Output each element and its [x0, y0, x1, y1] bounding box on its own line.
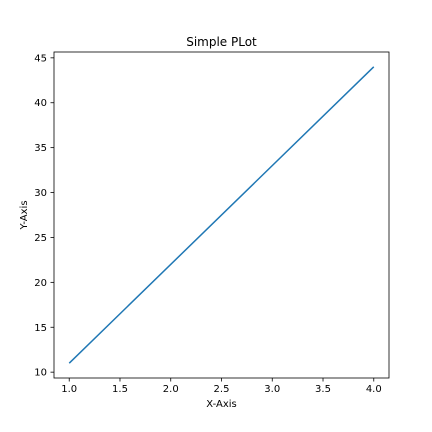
y-tick-label: 40: [34, 98, 47, 109]
y-tick-label: 25: [34, 233, 47, 244]
y-tick-label: 15: [34, 323, 47, 334]
y-axis-ticks: 10 15 20 25 30 35 40 45: [34, 53, 54, 379]
x-tick-label: 4.0: [366, 384, 382, 395]
y-tick-label: 45: [34, 53, 47, 64]
series-layer: [68, 66, 375, 364]
y-axis-label: Y-Axis: [19, 200, 30, 230]
series-line-0: [68, 66, 375, 364]
x-axis-ticks: 1.0 1.5 2.0 2.5 3.0 3.5 4.0: [61, 378, 382, 395]
x-tick-label: 1.0: [61, 384, 77, 395]
x-tick-label: 1.5: [112, 384, 128, 395]
y-tick-label: 30: [34, 188, 47, 199]
y-tick-label: 20: [34, 278, 47, 289]
x-tick-label: 2.5: [214, 384, 230, 395]
y-tick-label: 10: [34, 368, 47, 379]
x-tick-label: 2.0: [163, 384, 179, 395]
x-tick-label: 3.0: [264, 384, 280, 395]
x-axis-label: X-Axis: [206, 399, 237, 410]
x-tick-label: 3.5: [315, 384, 331, 395]
y-tick-label: 35: [34, 143, 47, 154]
chart-title: Simple PLot: [186, 35, 257, 49]
